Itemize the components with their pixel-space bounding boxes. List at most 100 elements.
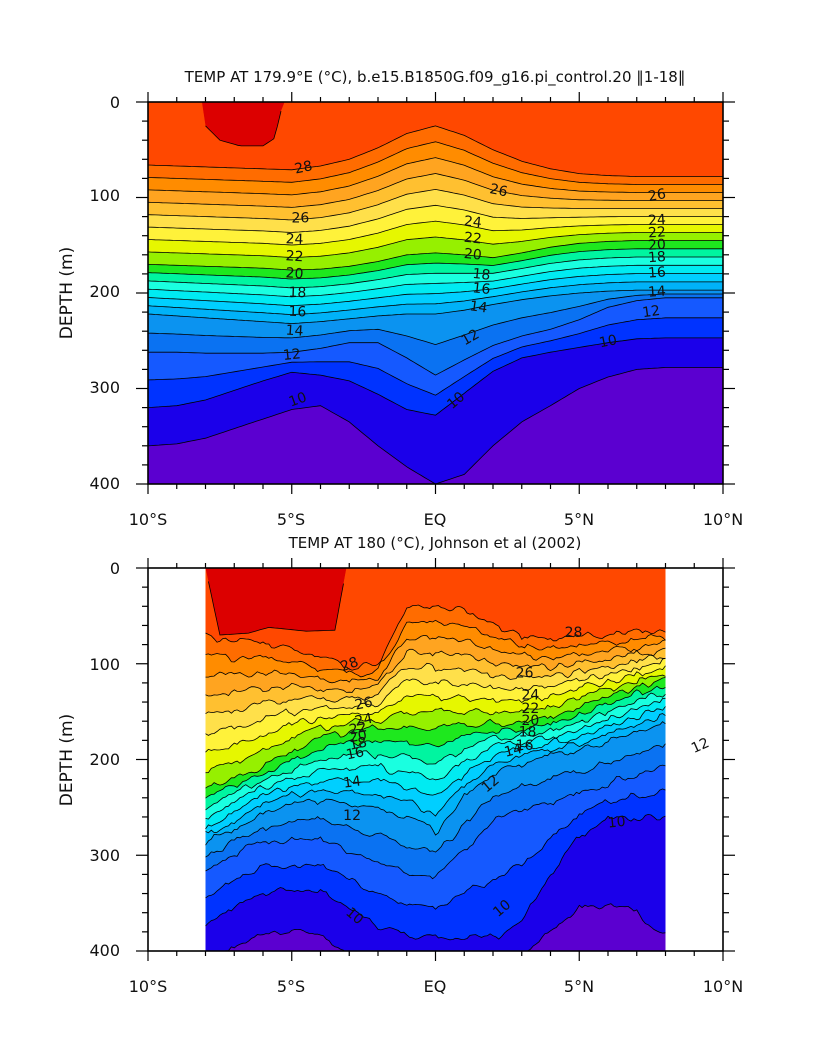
contour-label: 12 (282, 346, 301, 364)
y-tick-label: 300 (89, 378, 120, 397)
isotherm-line (205, 713, 666, 834)
contour-label: 26 (291, 211, 309, 227)
contour-label: 18 (288, 285, 306, 302)
temperature-band (148, 367, 723, 484)
contour-label: 22 (348, 719, 369, 738)
isotherm-line (148, 188, 723, 221)
contour-label: 10 (598, 332, 619, 351)
isotherm-line (205, 111, 282, 147)
isotherm-line (148, 173, 723, 208)
isotherm-line (205, 665, 666, 753)
isotherm-line (205, 706, 666, 830)
contour-label: 12 (641, 303, 661, 321)
x-tick-label: 5°S (277, 977, 305, 996)
contour-lines (148, 111, 723, 484)
isotherm-line (148, 204, 723, 233)
contour-label: 22 (285, 248, 304, 265)
contour-label: 20 (348, 727, 369, 746)
contour-label: 14 (469, 298, 489, 316)
contour-label: 24 (353, 711, 374, 730)
contour-label: 20 (648, 237, 667, 254)
x-tick-label: 5°S (277, 510, 305, 529)
isotherm-line (148, 289, 723, 325)
isotherm-line (205, 813, 666, 941)
isotherm-line (148, 232, 723, 258)
isotherm-line (205, 619, 666, 678)
y-tick-label: 100 (89, 655, 120, 674)
contour-label: 14 (648, 283, 667, 300)
x-tick-label: EQ (424, 977, 447, 996)
contour-lines (205, 581, 666, 951)
contour-label: 20 (463, 246, 482, 264)
isotherm-line (148, 367, 723, 484)
isotherm-line (148, 256, 723, 289)
isotherm-line (224, 903, 666, 951)
contour-label: 16 (516, 738, 534, 754)
isotherm-line (148, 220, 723, 246)
temperature-band (225, 903, 666, 951)
isotherm-line (148, 141, 723, 185)
panel-top: TEMP AT 179.9°E (°C), b.e15.B1850G.f09_g… (57, 68, 743, 529)
x-tick-label: 10°S (129, 977, 168, 996)
panel-bottom: TEMP AT 180 (°C), Johnson et al (2002) 2… (57, 534, 743, 996)
contour-label: 12 (689, 735, 712, 757)
isotherm-line (205, 604, 666, 671)
contour-label: 10 (607, 814, 626, 832)
isotherm-line (205, 764, 666, 880)
contour-label: 16 (288, 304, 306, 321)
contour-label: 18 (648, 249, 667, 266)
y-axis-label: DEPTH (m) (57, 247, 77, 339)
isotherm-line (205, 697, 666, 820)
isotherm-line (205, 634, 666, 684)
y-tick-label: 200 (89, 282, 120, 301)
isotherm-line (148, 264, 723, 298)
contour-labels: 2828262624242222202018181616141412121210… (339, 625, 712, 928)
contour-label: 12 (459, 326, 482, 349)
contour-label: 10 (287, 389, 309, 410)
y-tick-label: 200 (89, 750, 120, 769)
isotherm-line (148, 157, 723, 196)
x-tick-label: 5°N (564, 510, 594, 529)
contour-label: 16 (648, 264, 667, 281)
contour-label: 12 (343, 808, 361, 824)
contour-label: 28 (565, 625, 583, 641)
contour-label: 22 (648, 224, 667, 241)
y-tick-label: 0 (110, 559, 120, 578)
isotherm-line (148, 125, 723, 177)
y-tick-label: 0 (110, 93, 120, 112)
contour-label: 22 (463, 230, 482, 248)
contour-label: 28 (339, 654, 361, 675)
contour-label: 26 (516, 665, 534, 681)
x-tick-label: EQ (424, 510, 447, 529)
isotherm-line (205, 743, 666, 858)
y-tick-label: 400 (89, 941, 120, 960)
isotherm-line (205, 677, 666, 789)
temperature-field (148, 102, 723, 484)
contour-label: 14 (503, 741, 524, 761)
contour-label: 16 (472, 280, 491, 298)
contour-label: 24 (285, 231, 303, 248)
isotherm-line (205, 692, 666, 811)
y-tick-label: 300 (89, 846, 120, 865)
x-tick-label: 10°N (703, 510, 743, 529)
isotherm-line (148, 273, 723, 307)
contour-label: 14 (342, 773, 362, 791)
isotherm-line (205, 788, 666, 910)
contour-label: 22 (521, 701, 539, 717)
isotherm-line (208, 581, 344, 636)
y-tick-label: 400 (89, 474, 120, 493)
contour-label: 26 (353, 694, 374, 713)
contour-label: 18 (519, 725, 537, 741)
isotherm-line (205, 654, 666, 715)
x-tick-label: 10°N (703, 977, 743, 996)
panel-title: TEMP AT 180 (°C), Johnson et al (2002) (288, 534, 582, 552)
isotherm-line (205, 647, 666, 697)
contour-label: 18 (348, 734, 369, 753)
isotherm-line (205, 685, 666, 799)
contour-label: 14 (285, 323, 304, 340)
isotherm-line (148, 293, 723, 346)
contour-label: 26 (647, 186, 667, 205)
contour-label: 18 (472, 266, 491, 284)
